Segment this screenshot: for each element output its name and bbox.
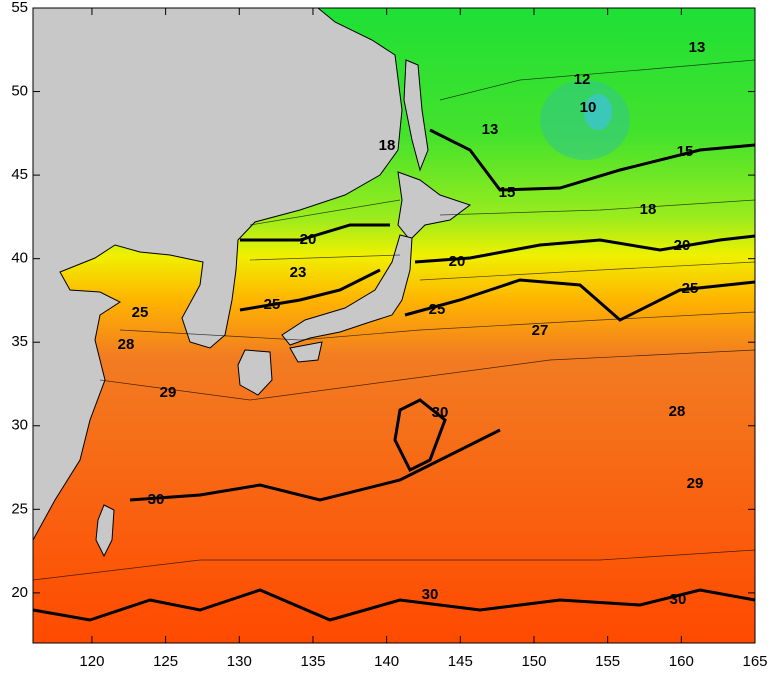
x-tick-label: 140 <box>374 653 399 670</box>
contour-label: 10 <box>580 99 597 116</box>
contour-label: 25 <box>264 296 281 313</box>
contour-label: 27 <box>532 322 549 339</box>
contour-label: 18 <box>379 137 396 154</box>
y-tick-label: 35 <box>11 333 28 350</box>
map-area <box>33 8 755 643</box>
contour-label: 20 <box>449 253 466 270</box>
y-tick-label: 50 <box>11 83 28 100</box>
cold-patch <box>540 80 630 160</box>
y-tick-label: 20 <box>11 584 28 601</box>
contour-label: 30 <box>670 591 687 608</box>
contour-label: 25 <box>682 280 699 297</box>
cold-core <box>584 94 612 130</box>
contour-label: 20 <box>674 237 691 254</box>
x-tick-label: 150 <box>521 653 546 670</box>
contour-label: 18 <box>640 201 657 218</box>
contour-label: 13 <box>482 121 499 138</box>
contour-label: 28 <box>669 403 686 420</box>
y-tick-label: 55 <box>11 0 28 16</box>
contour-label: 30 <box>432 404 449 421</box>
x-tick-label: 130 <box>227 653 252 670</box>
x-tick-label: 160 <box>669 653 694 670</box>
y-tick-label: 30 <box>11 417 28 434</box>
contour-label: 30 <box>148 491 165 508</box>
x-tick-label: 125 <box>153 653 178 670</box>
land <box>33 8 472 558</box>
contour-label: 15 <box>499 184 516 201</box>
y-tick-label: 45 <box>11 166 28 183</box>
contour-label: 30 <box>422 586 439 603</box>
x-tick-label: 155 <box>595 653 620 670</box>
contour-label: 25 <box>132 304 149 321</box>
contour-label: 28 <box>118 336 135 353</box>
x-tick-label: 120 <box>79 653 104 670</box>
contour-minor <box>33 59 755 581</box>
contour-label: 25 <box>429 301 446 318</box>
contour-label: 12 <box>574 71 591 88</box>
contour-label: 15 <box>677 143 694 160</box>
y-tick-label: 40 <box>11 250 28 267</box>
frame <box>32 7 756 644</box>
x-tick-label: 135 <box>300 653 325 670</box>
contour-label: 13 <box>689 39 706 56</box>
x-tick-label: 165 <box>742 653 767 670</box>
contour-label: 29 <box>687 475 704 492</box>
contour-label: 29 <box>160 384 177 401</box>
contour-label: 23 <box>290 264 307 281</box>
contour-label: 20 <box>300 231 317 248</box>
contour-major <box>33 128 755 622</box>
y-tick-label: 25 <box>11 500 28 517</box>
x-tick-label: 145 <box>448 653 473 670</box>
